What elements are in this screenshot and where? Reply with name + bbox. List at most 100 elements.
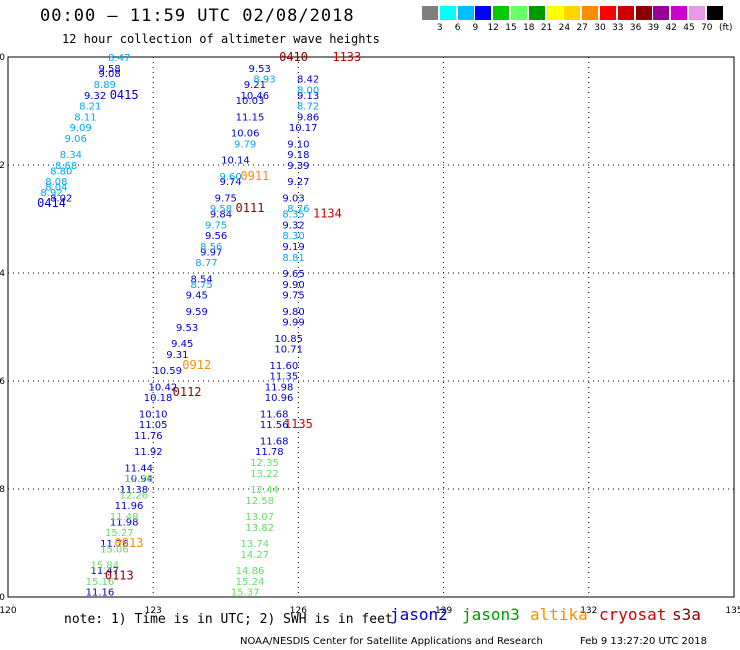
swh-value-label: 10.06 <box>231 129 260 140</box>
swh-value-label: 10.03 <box>236 96 265 107</box>
color-swatch <box>689 6 705 20</box>
color-swatch <box>706 6 723 20</box>
swh-value-label: 11.44 <box>124 463 153 474</box>
pass-time-label: 1133 <box>332 50 361 64</box>
swh-value-label: 10.71 <box>274 345 303 356</box>
color-scale-label: 15 <box>505 23 517 33</box>
pass-time-label: 0112 <box>173 385 202 399</box>
color-scale-label: 6 <box>454 23 461 33</box>
swh-value-label: 9.60 <box>220 172 242 183</box>
pass-time-label: 0410 <box>279 50 308 64</box>
plot-frame <box>7 56 735 598</box>
pass-time-label: 0911 <box>240 169 269 183</box>
color-scale-label: 45 <box>683 23 695 33</box>
x-tick-label: 123 <box>145 606 162 616</box>
swh-value-label: 8.04 <box>45 183 67 194</box>
y-tick-label: -46 <box>0 377 5 387</box>
swh-value-label: 8.30 <box>282 231 304 242</box>
x-tick-label: 132 <box>580 606 597 616</box>
color-scale-label: 24 <box>558 23 571 33</box>
swh-value-label: 9.75 <box>282 291 304 302</box>
swh-value-label: 11.05 <box>139 420 168 431</box>
color-scale-label: 70 <box>701 23 713 33</box>
swh-value-label: 13.07 <box>245 512 274 523</box>
x-tick-label: 135 <box>725 606 740 616</box>
swh-value-label: 9.03 <box>282 193 304 204</box>
color-swatch <box>422 6 438 20</box>
color-scale-unit: (ft) <box>719 23 733 33</box>
swh-value-label: 11.56 <box>260 420 289 431</box>
swh-value-label: 9.32 <box>84 91 106 102</box>
x-tick-label: 120 <box>0 606 17 616</box>
swh-value-label: 10.85 <box>274 334 303 345</box>
swh-value-label: 10.96 <box>265 393 294 404</box>
pass-time-label: 1135 <box>284 417 313 431</box>
color-swatch <box>457 6 474 20</box>
swh-value-label: 9.90 <box>282 280 304 291</box>
color-swatch <box>511 6 527 20</box>
swh-value-label: 8.56 <box>200 242 222 253</box>
footnote: note: 1) Time is in UTC; 2) SWH is in fe… <box>64 612 393 627</box>
color-swatch <box>582 6 599 20</box>
color-scale-label: 18 <box>523 23 535 33</box>
swh-value-label: 14.27 <box>241 550 270 561</box>
swh-value-label: 10.59 <box>153 366 182 377</box>
swh-value-label: 9.56 <box>205 231 227 242</box>
swh-value-label: 9.97 <box>200 247 222 258</box>
swh-value-label: 8.77 <box>195 258 217 269</box>
color-swatch <box>671 6 688 20</box>
legend-entry-jason3: jason3 <box>462 605 520 624</box>
pass-time-label: 0415 <box>110 88 139 102</box>
swh-value-label: 15.27 <box>105 528 134 539</box>
swh-value-label: 8.93 <box>253 75 275 86</box>
color-scale-label: 3 <box>436 23 443 33</box>
swh-value-label: 8.75 <box>190 280 212 291</box>
swh-value-label: 8.08 <box>45 177 67 188</box>
color-swatch <box>564 6 581 20</box>
swh-value-label: 9.31 <box>166 350 188 361</box>
legend-entry-jason2: jason2 <box>390 605 448 624</box>
swh-value-label: 8.00 <box>297 85 319 96</box>
swh-value-label: 11.48 <box>110 512 139 523</box>
color-scale-label: 12 <box>487 23 499 33</box>
swh-value-label: 10.18 <box>144 393 173 404</box>
x-tick-label: 126 <box>290 606 307 616</box>
swh-value-label: 12.28 <box>124 474 153 485</box>
swh-value-label: 11.60 <box>270 361 299 372</box>
swh-value-label: 10.46 <box>241 91 270 102</box>
y-tick-label: -44 <box>0 269 5 279</box>
swh-value-label: 9.18 <box>287 150 309 161</box>
color-swatch <box>475 6 492 20</box>
y-tick-label: -40 <box>0 53 5 63</box>
swh-value-label: 13.74 <box>241 539 270 550</box>
swh-value-label: 9.53 <box>249 64 271 75</box>
swh-value-label: 9.58 <box>210 204 232 215</box>
swh-value-label: 8.76 <box>287 204 309 215</box>
swh-value-label: 13.22 <box>250 469 279 480</box>
swh-value-label: 9.06 <box>65 134 87 145</box>
swh-value-label: 9.84 <box>210 210 232 221</box>
swh-value-label: 12.26 <box>120 490 149 501</box>
swh-value-label: 11.38 <box>120 485 149 496</box>
swh-value-label: 12.58 <box>245 496 274 507</box>
swh-value-label: 8.11 <box>74 112 96 123</box>
swh-value-label: 9.65 <box>282 269 304 280</box>
swh-value-label: 15.24 <box>236 577 265 588</box>
swh-value-label: 8.92 <box>40 188 62 199</box>
swh-value-label: 11.76 <box>100 539 129 550</box>
color-swatch <box>493 6 510 20</box>
color-scale-label: 21 <box>540 23 553 33</box>
color-swatch <box>439 6 456 20</box>
legend-entry-s3a: s3a <box>672 605 701 624</box>
pass-time-label: 0414 <box>37 196 66 210</box>
y-tick-label: -42 <box>0 161 5 171</box>
pass-time-label: 0111 <box>236 201 265 215</box>
swh-value-label: 8.42 <box>297 75 319 86</box>
swh-value-label: 9.13 <box>297 91 319 102</box>
swh-value-label: 10.42 <box>149 382 178 393</box>
swh-value-label: 9.09 <box>69 123 91 134</box>
color-scale-label: 36 <box>629 23 642 33</box>
legend-entry-cryosat: cryosat <box>599 605 667 624</box>
legend-entry-altika: altika <box>530 605 588 624</box>
